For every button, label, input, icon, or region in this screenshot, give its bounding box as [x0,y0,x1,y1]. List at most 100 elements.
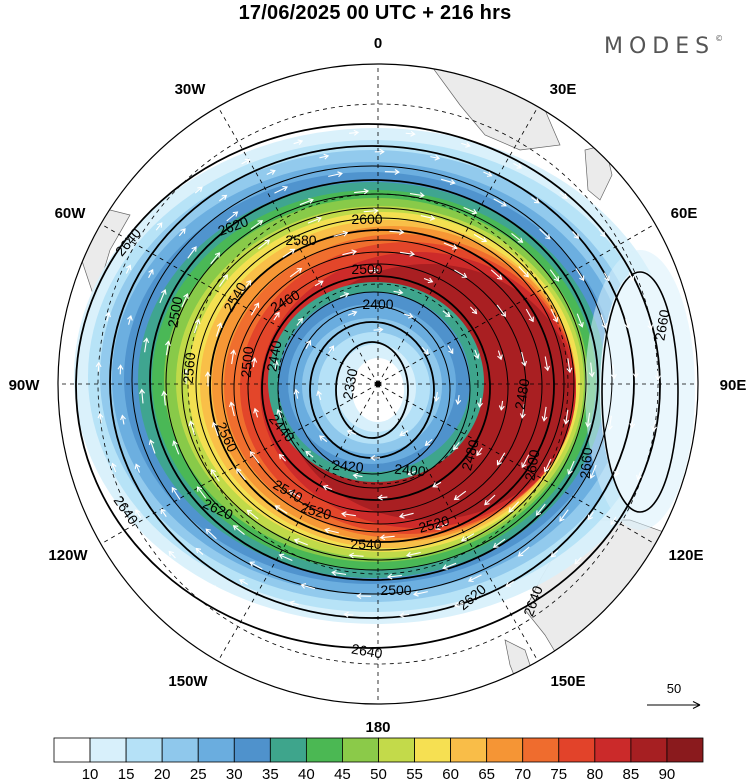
wind-vector-head [425,628,431,635]
wind-vector-head [453,444,459,451]
wind-vector-head [274,311,280,318]
wind-vector-head [505,581,511,587]
wind-vector [521,454,530,468]
wind-vector [195,548,204,555]
wind-vector [625,318,629,328]
wind-vector-head [398,229,405,235]
longitude-label: 60W [55,205,87,222]
wind-vector-head [351,310,358,317]
meridian-line [217,106,379,385]
wind-vector-head [183,293,189,299]
wind-vector [218,194,227,202]
wind-vector [393,290,403,294]
wind-vector [121,415,125,425]
wind-vector-head [406,470,413,476]
wind-vector-head [289,248,296,254]
wind-vector-head [254,302,260,308]
wind-vector-head [276,408,283,415]
longitude-label: 150E [550,673,585,690]
colorbar-swatch [305,737,343,763]
height-contour [209,229,555,543]
wind-vector [325,529,339,534]
wind-vector-head [496,274,503,280]
wind-vector [461,142,471,147]
contour-label: 2400 [362,296,393,312]
wind-vector-head [343,292,350,298]
map-border [57,63,699,705]
wind-vector [305,451,314,458]
wind-vector-head [322,484,329,491]
wind-vector-head [139,388,146,394]
wind-vector-head [278,453,285,460]
colorbar-tick-label: 85 [623,766,640,782]
wind-vector [432,481,442,488]
height-contour [195,217,565,551]
wind-vector [342,250,357,256]
contour-label-group: 2600 [521,448,542,482]
wind-vector [543,406,547,421]
wind-vector-head [210,585,216,591]
wind-vector-head [127,314,133,321]
wind-vector-head [519,413,526,419]
wind-vector [430,156,440,159]
wind-vector-head [574,559,580,565]
colorbar-tick-label: 65 [478,766,495,782]
wind-vector [301,584,316,590]
wind-vector-head [249,450,256,457]
contour-label-group: 2580 [285,232,316,248]
wind-vector-head [407,312,414,319]
wind-vector [215,323,222,337]
wind-vector-head [296,267,303,274]
wind-vector-head [543,466,550,473]
wind-vector-head [508,507,514,513]
wind-vector [590,464,597,479]
wind-vector-head [228,401,235,408]
wind-vector [258,239,270,250]
wind-vector [254,408,259,418]
colorbar-tick-label: 90 [659,766,676,782]
wind-vector-head [453,494,460,501]
wind-vector-head [312,626,318,633]
contour-label-group: 2500 [164,295,185,329]
wind-vector [425,630,436,634]
contour-label: 2560 [180,352,199,385]
wind-vector-head [196,486,203,492]
wind-vector [590,362,593,377]
wind-vector [307,217,322,224]
wind-vector [378,496,388,499]
wind-vector [341,513,356,517]
wind-vector-head [258,610,265,617]
wind-vector-head [492,542,499,548]
wind-vector [250,302,259,316]
wind-vector [163,391,166,406]
wind-vector-head [126,264,132,271]
wind-vector-head [610,519,616,526]
colorbar-swatch [486,737,524,763]
wind-vector-head [629,423,636,429]
contour-label: 2640 [350,640,384,661]
colorbar-swatch [89,737,127,763]
wind-vector-head [308,198,314,204]
wind-vector-head [427,277,434,284]
contour-label: 2500 [351,261,382,277]
wind-vector [612,364,615,379]
wind-vector-head [497,354,503,361]
wind-vector-head [316,390,322,396]
wind-vector-head [409,250,415,257]
wind-vector [275,505,288,514]
wind-vector [631,418,634,428]
wind-vector-head [353,129,360,136]
wind-vector-head [352,472,359,479]
wind-vector-head [429,214,436,221]
wind-vector-head [95,361,102,368]
wind-vector-head [297,139,304,145]
vector-key: 50 [647,681,701,709]
wind-vector-head [563,419,570,425]
wind-vector-head [461,272,468,278]
wind-vector [468,574,482,582]
wind-vector-head [501,201,507,207]
wind-vector [435,391,438,402]
wind-vector [328,172,343,177]
wind-vector [521,351,526,366]
